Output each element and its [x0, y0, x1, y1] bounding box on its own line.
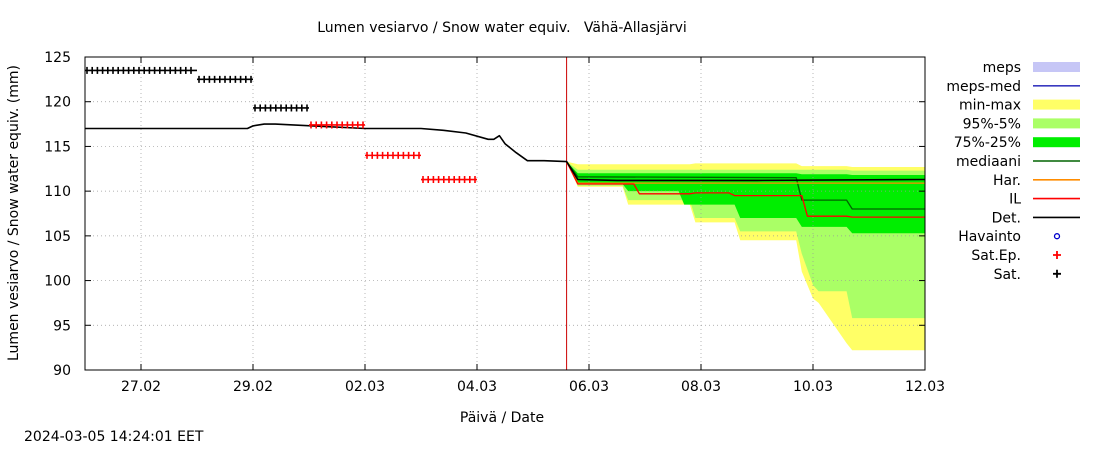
- series-il: [566, 161, 925, 218]
- grid: [85, 57, 925, 370]
- x-tick-label: 12.03: [905, 379, 945, 395]
- y-tick-label: 115: [44, 139, 71, 155]
- legend-label: IL: [1009, 192, 1021, 208]
- legend-label: Det.: [992, 210, 1021, 226]
- satellite-markers: [85, 66, 477, 184]
- legend-item-mediaani: mediaani: [956, 154, 1080, 170]
- legend-item-havainto: Havainto: [958, 229, 1061, 245]
- legend-item-il: IL: [1009, 192, 1080, 208]
- y-tick-label: 105: [44, 229, 71, 245]
- legend-label: mediaani: [956, 154, 1021, 170]
- legend-label: Har.: [993, 173, 1021, 189]
- x-tick-label: 10.03: [793, 379, 833, 395]
- y-tick-label: 90: [53, 363, 71, 379]
- x-tick-label: 04.03: [457, 379, 497, 395]
- legend-swatch: [1033, 137, 1080, 148]
- legend-item-min-max: min-max: [959, 98, 1080, 114]
- x-tick-label: 27.02: [121, 379, 161, 395]
- legend-item-sat-ep: Sat.Ep.: [971, 248, 1061, 264]
- y-tick-label: 125: [44, 50, 71, 66]
- legend-label: Sat.Ep.: [971, 248, 1021, 264]
- legend-swatch: [1053, 269, 1061, 278]
- x-tick-label: 08.03: [681, 379, 721, 395]
- timestamp: 2024-03-05 14:24:01 EET: [24, 429, 204, 445]
- legend-label: Havainto: [958, 229, 1021, 245]
- x-tick-label: 29.02: [233, 379, 273, 395]
- axes: 90 95 100 105 110 115 120 125 27.02 29.02 02.03 04.…: [44, 50, 945, 395]
- plot-frame: [84, 56, 926, 371]
- legend-swatch: [1053, 251, 1061, 259]
- legend: meps meps-med min-max 95%-5% 75%-25% mediaani…: [946, 60, 1080, 283]
- legend-item-det: Det.: [992, 210, 1080, 226]
- legend-label: meps: [983, 60, 1021, 76]
- series-sat: [85, 66, 197, 74]
- legend-swatch: [1033, 62, 1080, 72]
- legend-label: min-max: [959, 98, 1021, 114]
- series-lines: [85, 123, 926, 218]
- y-tick-label: 110: [44, 184, 71, 200]
- legend-item-meps: meps: [983, 60, 1080, 76]
- y-axis-label: Lumen vesiarvo / Snow water equiv. (mm): [6, 65, 22, 361]
- series-det: [85, 123, 926, 182]
- legend-item-har: Har.: [993, 173, 1080, 189]
- x-axis-label: Päivä / Date: [460, 410, 544, 426]
- x-tick-label: 06.03: [569, 379, 609, 395]
- series-sat-ep: [309, 121, 365, 129]
- series-sat-ep: [365, 151, 421, 159]
- y-tick-label: 120: [44, 95, 71, 111]
- legend-label: 95%-5%: [963, 116, 1021, 132]
- legend-item-95-5: 95%-5%: [963, 116, 1080, 132]
- series-sat: [253, 104, 309, 112]
- y-tick-label: 95: [53, 318, 71, 334]
- y-tick-label: 100: [44, 274, 71, 290]
- series-sat: [197, 75, 253, 83]
- x-tick-label: 02.03: [345, 379, 385, 395]
- series-mediaani: [566, 161, 925, 210]
- legend-item-sat: Sat.: [994, 267, 1061, 283]
- legend-label: Sat.: [994, 267, 1021, 283]
- chart-title: Lumen vesiarvo / Snow water equiv. Vähä-…: [317, 20, 687, 36]
- legend-item-75-25: 75%-25%: [954, 135, 1080, 151]
- legend-swatch: [1033, 118, 1080, 129]
- legend-item-meps-med: meps-med: [946, 79, 1080, 95]
- forecast-bands: [566, 161, 925, 351]
- legend-label: meps-med: [946, 79, 1021, 95]
- series-sat-ep: [421, 176, 477, 184]
- legend-swatch: [1053, 233, 1061, 240]
- legend-label: 75%-25%: [954, 135, 1021, 151]
- legend-swatch: [1033, 99, 1080, 110]
